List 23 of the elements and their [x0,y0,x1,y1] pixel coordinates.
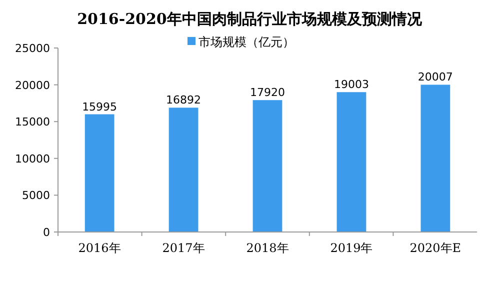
x-tick-label: 2019年 [330,241,373,255]
data-label: 16892 [166,94,202,107]
data-label: 15995 [82,100,118,114]
x-tick-label: 2016年 [78,241,121,255]
x-tick-label: 2018年 [246,241,289,255]
bar [168,108,198,232]
y-tick-label: 5000 [22,189,50,202]
x-tick-label: 2020年E [410,241,462,255]
bar [84,114,114,232]
x-tick-label: 2017年 [162,241,205,255]
y-tick-label: 15000 [15,116,50,129]
y-tick-label: 0 [43,226,50,239]
bar [336,92,366,232]
y-tick-label: 25000 [15,42,50,55]
bar [420,84,450,232]
y-tick-label: 20000 [15,78,50,92]
data-label: 19003 [334,78,369,92]
y-tick-label: 10000 [15,152,50,166]
chart-title: 2016-2020年中国肉制品行业市场规模及预测情况 [77,10,423,28]
data-label: 17920 [250,86,285,100]
bar [252,100,282,232]
legend-label: 市场规模（亿元） [198,35,294,49]
data-label: 20007 [418,70,453,84]
